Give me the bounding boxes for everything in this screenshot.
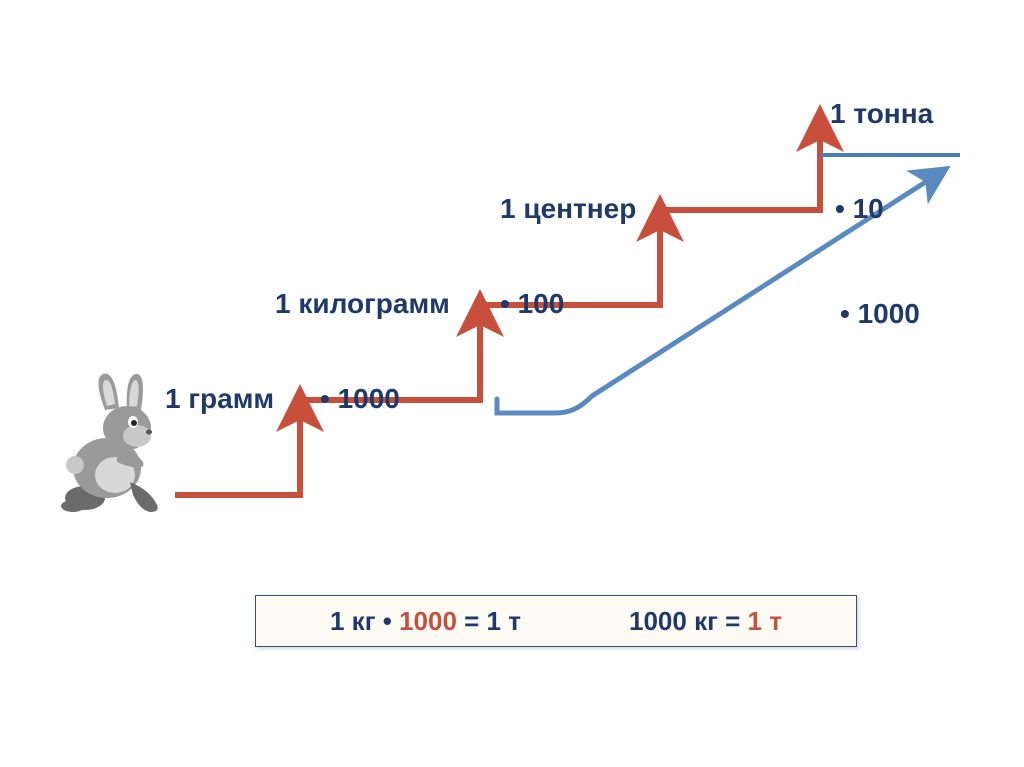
formula-box: 1 кг • 1000 = 1 т 1000 кг = 1 т — [255, 595, 857, 647]
step-mult-1000a: • 1000 — [320, 383, 400, 415]
skip-mult-1000: • 1000 — [840, 298, 920, 330]
step-mult-10: • 10 — [835, 193, 884, 225]
rabbit-icon — [45, 370, 180, 530]
step-unit-gram: 1 грамм — [165, 383, 274, 415]
formula-left: 1 кг • 1000 = 1 т — [330, 606, 521, 637]
step-unit-centner: 1 центнер — [500, 193, 636, 225]
step-unit-tonne: 1 тонна — [830, 98, 933, 130]
step-mult-100: • 100 — [500, 288, 564, 320]
formula-right: 1000 кг = 1 т — [629, 606, 782, 637]
step-unit-kilogram: 1 килограмм — [275, 288, 450, 320]
